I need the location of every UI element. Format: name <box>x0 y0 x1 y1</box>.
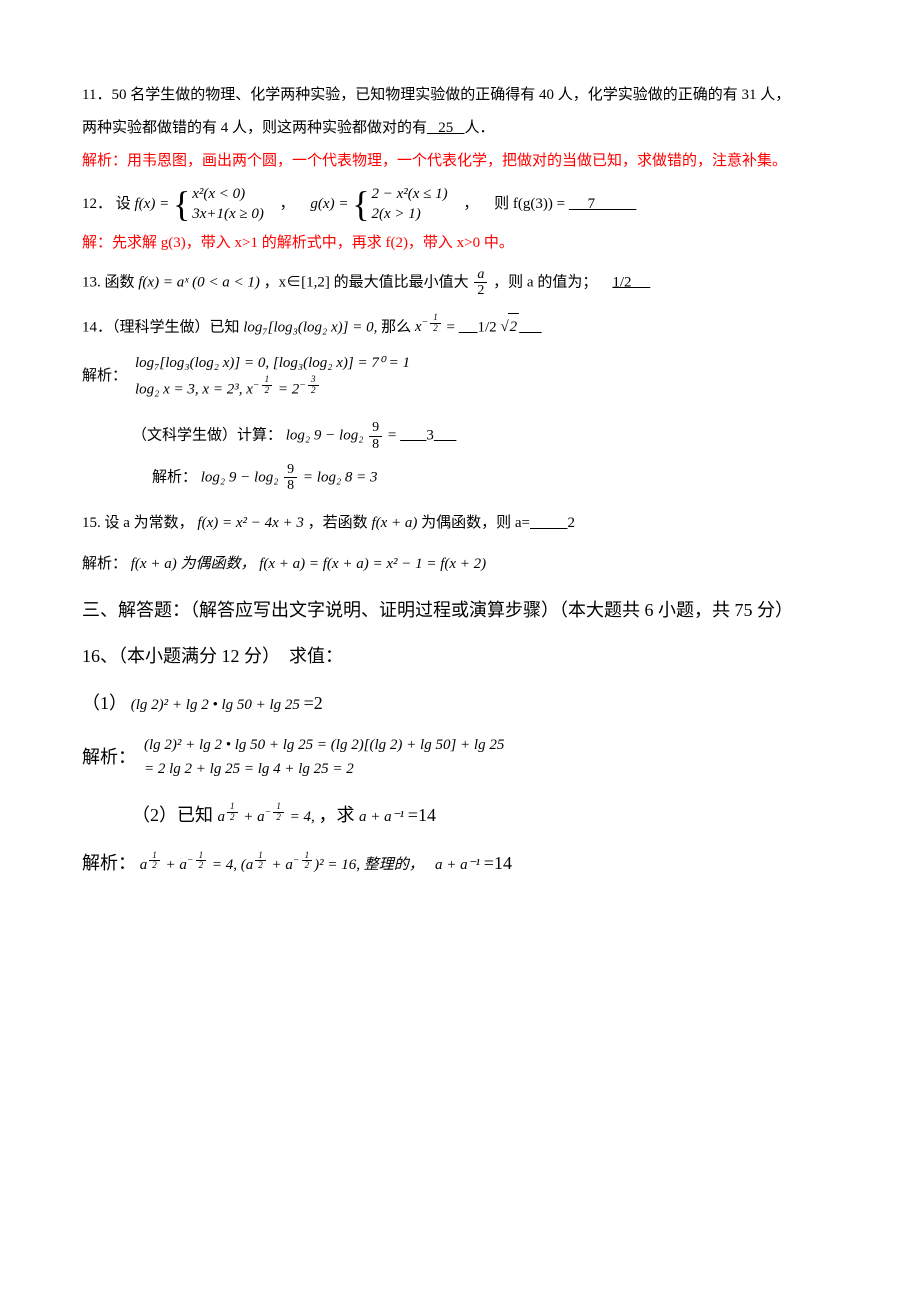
q13-mid: ，x∈[1,2] 的最大值比最小值大 <box>264 274 469 290</box>
q14-sci-answer: 1/2 √2 <box>478 319 520 335</box>
q15-analysis-pre: 解析： <box>82 556 127 572</box>
q11-text2-post: 人． <box>465 120 495 136</box>
q12-fx-lhs: f(x) = <box>135 196 173 212</box>
q13-frac: a 2 <box>474 267 487 299</box>
q14-arts-frac: 9 8 <box>369 420 382 452</box>
q16-p2-analysis-f: a + a⁻¹ <box>435 857 480 873</box>
q14-arts-expr: log₂ 9 − log₂ <box>286 427 364 443</box>
q12-gx-lhs: g(x) = <box>310 196 352 212</box>
q13-line: 13. 函数 f(x) = aˣ (0 < a < 1) ，x∈[1,2] 的最… <box>82 267 838 299</box>
q15-blank <box>530 515 568 531</box>
q16-p2-analysis-g: =14 <box>484 853 512 873</box>
q16-title: 16、（本小题满分 12 分） 求值： <box>82 640 838 672</box>
q13-answer: 1/2 <box>612 274 631 290</box>
q12-gx-bot: 2(x > 1) <box>371 205 447 225</box>
q11-text2-pre: 两种实验都做错的有 4 人，则这两种实验都做对的有 <box>82 120 427 136</box>
q14-arts-analysis-rhs: = log₂ 8 = 3 <box>303 469 378 485</box>
q14-arts-analysis-frac: 9 8 <box>284 462 297 494</box>
q12-comma1: ， <box>280 196 295 212</box>
q16-p1-analysis-line2: = 2 lg 2 + lg 25 = lg 4 + lg 25 = 2 <box>144 757 504 781</box>
q16-p2-analysis-label: 解析： <box>82 853 136 873</box>
q13-post: ，则 a 的值为； <box>493 274 612 290</box>
q12-line: 12． 设 f(x) = { x²(x < 0) 3x+1(x ≥ 0) ， g… <box>82 185 838 224</box>
q14-sci-tail <box>519 319 542 335</box>
q16-p1-expr: (lg 2)² + lg 2 • lg 50 + lg 25 <box>131 697 300 713</box>
q14-analysis-line1: log₇[log₃(log₂ x)] = 0, [log₃(log₂ x)] =… <box>135 351 410 375</box>
q11-line1: 11．50 名学生做的物理、化学两种实验，已知物理实验做的正确得有 40 人，化… <box>82 82 838 109</box>
q14-sci-mid: 那么 <box>381 319 411 335</box>
q12-sol: 解：先求解 g(3)，带入 x>1 的解析式中，再求 f(2)，带入 x>0 中… <box>82 230 838 257</box>
q14-analysis-line2: log₂ x = 3, x = 2³, x−12 = 2−32 <box>135 375 410 402</box>
q16-p2-given: a12 + a−12 = 4, <box>218 809 319 825</box>
q12-blank: 7 <box>569 196 637 212</box>
q14-arts-answer: 3 <box>426 427 434 443</box>
q14-sci-blank1 <box>459 319 478 335</box>
q16-p1-analysis: 解析： (lg 2)² + lg 2 • lg 50 + lg 25 = (lg… <box>82 733 838 781</box>
q12-comma2: ， <box>463 196 478 212</box>
q16-p1-analysis-label: 解析： <box>82 741 136 773</box>
q12-then: 则 f(g(3)) = <box>494 196 569 212</box>
q14-sci-eq: = <box>447 319 459 335</box>
q11-blank: 25 <box>427 120 465 136</box>
q13-pre: 13. 函数 <box>82 274 138 290</box>
q15-answer: 2 <box>568 515 576 531</box>
q16-p2-analysis-expr: a12 + a−12 = 4, (a12 + a−12)² = 16, 整理的， <box>140 857 435 873</box>
q14-analysis: 解析： log₇[log₃(log₂ x)] = 0, [log₃(log₂ x… <box>82 351 838 402</box>
q12-fx-brace: { x²(x < 0) 3x+1(x ≥ 0) <box>173 185 264 224</box>
q11-analysis: 解析：用韦恩图，画出两个圆，一个代表物理，一个代表化学，把做对的当做已知，求做错… <box>82 148 838 175</box>
q14-arts-analysis-expr: log₂ 9 − log₂ <box>201 469 279 485</box>
q12-gx-brace: { 2 − x²(x ≤ 1) 2(x > 1) <box>352 185 447 224</box>
q16-p2-target: a + a⁻¹ <box>359 809 404 825</box>
q16-p2-label: （2）已知 <box>132 805 218 825</box>
q15-mid: ，若函数 <box>308 515 372 531</box>
q15-pre: 15. 设 a 为常数， <box>82 515 194 531</box>
q16-p1: （1） (lg 2)² + lg 2 • lg 50 + lg 25 =2 <box>82 687 838 719</box>
q13-tail <box>632 274 651 290</box>
q14-sci-pre: 14．（理科学生做）已知 <box>82 319 240 335</box>
q15-analysis-expr: f(x + a) 为偶函数， f(x + a) = f(x + a) = x² … <box>131 556 486 572</box>
q13-frac-den: 2 <box>474 283 487 298</box>
q15-expr1: f(x) = x² − 4x + 3 <box>197 515 304 531</box>
q13-frac-num: a <box>474 267 487 283</box>
q14-sci-expr1: log₇[log₃(log₂ x)] = 0, <box>243 319 377 335</box>
q14-arts-blank <box>400 427 426 443</box>
q14-arts-eq: = <box>388 427 400 443</box>
q16-p2-ask: ，求 <box>319 805 360 825</box>
q14-arts-tail <box>434 427 457 443</box>
q15-analysis: 解析： f(x + a) 为偶函数， f(x + a) = f(x + a) =… <box>82 551 838 578</box>
q15-post: 为偶函数，则 a= <box>421 515 530 531</box>
q12-prefix: 12． 设 <box>82 196 135 212</box>
q16-p2: （2）已知 a12 + a−12 = 4, ，求 a + a⁻¹ =14 <box>132 799 838 831</box>
brace-icon: { <box>173 188 190 220</box>
q11-line2: 两种实验都做错的有 4 人，则这两种实验都做对的有 25 人． <box>82 115 838 142</box>
q12-gx-top: 2 − x²(x ≤ 1) <box>371 185 447 205</box>
q14-arts-analysis-label: 解析： <box>152 469 197 485</box>
q16-p2-analysis: 解析： a12 + a−12 = 4, (a12 + a−12)² = 16, … <box>82 847 838 879</box>
q14-arts-pre: （文科学生做）计算： <box>132 427 282 443</box>
q13-expr1: f(x) = aˣ (0 < a < 1) <box>138 274 260 290</box>
q16-p1-eq: =2 <box>304 693 323 713</box>
q14-analysis-label: 解析： <box>82 363 127 390</box>
q16-p2-answer: =14 <box>408 805 436 825</box>
q12-fx-top: x²(x < 0) <box>192 185 264 205</box>
q14-arts-analysis: 解析： log₂ 9 − log₂ 9 8 = log₂ 8 = 3 <box>152 462 838 494</box>
q14-arts-line: （文科学生做）计算： log₂ 9 − log₂ 9 8 = 3 <box>132 420 838 452</box>
q15-expr2: f(x + a) <box>371 515 417 531</box>
q16-p1-label: （1） <box>82 693 127 713</box>
q16-p1-analysis-line1: (lg 2)² + lg 2 • lg 50 + lg 25 = (lg 2)[… <box>144 733 504 757</box>
q12-fx-bot: 3x+1(x ≥ 0) <box>192 205 264 225</box>
q14-sci-x: x−12 <box>415 319 443 335</box>
section3-title: 三、解答题：（解答应写出文字说明、证明过程或演算步骤）（本大题共 6 小题，共 … <box>82 594 838 626</box>
q15-line: 15. 设 a 为常数， f(x) = x² − 4x + 3 ，若函数 f(x… <box>82 510 838 537</box>
brace-icon: { <box>352 188 369 220</box>
q14-science-line: 14．（理科学生做）已知 log₇[log₃(log₂ x)] = 0, 那么 … <box>82 313 838 342</box>
